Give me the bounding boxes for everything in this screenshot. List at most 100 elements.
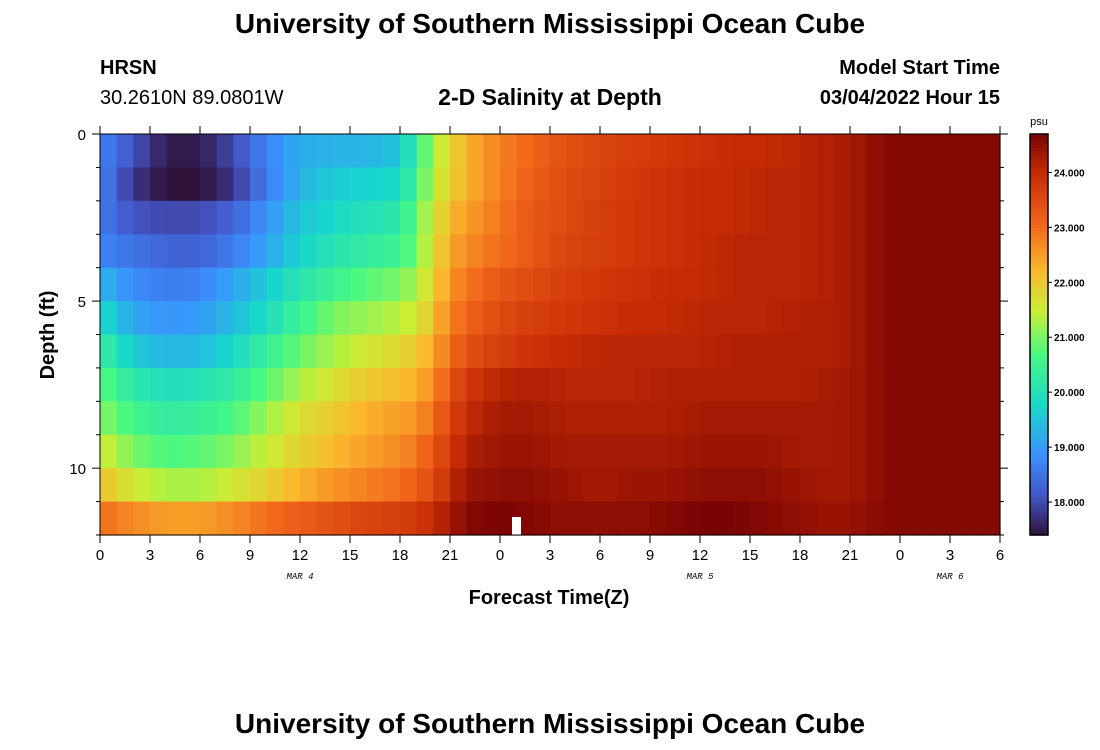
heatmap-cell [233, 434, 251, 469]
heatmap-cell [466, 167, 484, 202]
heatmap-cell [416, 134, 434, 169]
colorbar-segment [1030, 180, 1048, 185]
heatmap-cell [316, 434, 334, 469]
heatmap-cell [416, 167, 434, 202]
colorbar-segment [1030, 260, 1048, 265]
heatmap-cell [750, 301, 768, 336]
heatmap-cell [883, 501, 901, 536]
heatmap-cell [733, 334, 751, 369]
heatmap-cell [516, 468, 534, 503]
colorbar-unit: psu [1030, 116, 1048, 128]
heatmap-cell [766, 301, 784, 336]
date-label: MAR 5 [686, 572, 714, 582]
heatmap-cell [533, 134, 551, 169]
heatmap-cell [650, 401, 668, 436]
heatmap-cell [183, 334, 201, 369]
heatmap-cell [450, 367, 468, 402]
x-tick-label: 18 [792, 547, 809, 564]
heatmap-cell [650, 334, 668, 369]
heatmap-cell [316, 134, 334, 169]
heatmap-cell [700, 301, 718, 336]
heatmap-cell [900, 401, 918, 436]
colorbar-segment [1030, 144, 1048, 148]
date-label: MAR 4 [286, 572, 313, 582]
heatmap-cell [266, 134, 284, 169]
heatmap-cell [650, 134, 668, 169]
heatmap-cell [500, 200, 518, 235]
heatmap-cell [650, 200, 668, 235]
heatmap-cell [866, 267, 884, 302]
heatmap-cell [733, 401, 751, 436]
heatmap-cell [666, 234, 684, 269]
colorbar-segment [1030, 304, 1048, 309]
heatmap-cell [266, 267, 284, 302]
colorbar-segment [1030, 481, 1048, 486]
heatmap-cell [300, 267, 318, 302]
heatmap-cell [233, 134, 251, 169]
heatmap-cell [350, 334, 368, 369]
heatmap-cell [783, 468, 801, 503]
heatmap-cell [983, 267, 1001, 302]
heatmap-cell [950, 434, 968, 469]
heatmap-cell [283, 501, 301, 536]
heatmap-cell [966, 334, 984, 369]
heatmap-cell [533, 367, 551, 402]
heatmap-cell [633, 167, 651, 202]
heatmap-cell [400, 434, 418, 469]
heatmap-cell [800, 301, 818, 336]
heatmap-cell [216, 267, 234, 302]
heatmap-cell [666, 301, 684, 336]
heatmap-cell [433, 434, 451, 469]
heatmap-cell [133, 234, 151, 269]
heatmap-cell [683, 167, 701, 202]
heatmap-cell [366, 468, 384, 503]
heatmap-cell [716, 167, 734, 202]
colorbar-segment [1030, 441, 1048, 446]
heatmap-cell [783, 267, 801, 302]
heatmap-cell [983, 167, 1001, 202]
heatmap-cell [833, 234, 851, 269]
heatmap-cell [583, 334, 601, 369]
colorbar-segment [1030, 351, 1048, 356]
heatmap-cell [900, 367, 918, 402]
heatmap-cell [850, 234, 868, 269]
heatmap-cell [800, 134, 818, 169]
heatmap-cell [783, 200, 801, 235]
colorbar-segment [1030, 301, 1048, 306]
colorbar-tick-label: 22.000 [1054, 278, 1085, 289]
heatmap-cell [116, 134, 134, 169]
heatmap-cell [683, 334, 701, 369]
heatmap-cell [633, 234, 651, 269]
heatmap-cell [283, 267, 301, 302]
heatmap-cell [150, 234, 168, 269]
heatmap-cell [316, 367, 334, 402]
heatmap-cell [400, 468, 418, 503]
colorbar-segment [1030, 531, 1048, 536]
heatmap-cell [716, 301, 734, 336]
heatmap-cell [750, 167, 768, 202]
colorbar-tick-label: 20.000 [1054, 388, 1085, 399]
colorbar-segment [1030, 391, 1048, 396]
heatmap-cell [200, 434, 218, 469]
heatmap-cell [583, 301, 601, 336]
heatmap-cell [916, 234, 934, 269]
heatmap-cell [333, 167, 351, 202]
heatmap-cell [233, 267, 251, 302]
heatmap-cell [766, 501, 784, 536]
heatmap-cell [766, 267, 784, 302]
heatmap-cell [233, 301, 251, 336]
heatmap-cell [150, 200, 168, 235]
heatmap-cell [433, 334, 451, 369]
heatmap-cell [100, 401, 118, 436]
heatmap-cell [900, 267, 918, 302]
heatmap-cell [500, 234, 518, 269]
x-tick-label: 6 [596, 547, 604, 564]
heatmap-cell [866, 334, 884, 369]
colorbar-segment [1030, 434, 1048, 439]
colorbar-segment [1030, 287, 1048, 292]
heatmap-cell [233, 200, 251, 235]
heatmap-cell [266, 200, 284, 235]
heatmap-cell [650, 468, 668, 503]
colorbar-segment [1030, 140, 1048, 145]
heatmap-cell [166, 167, 184, 202]
